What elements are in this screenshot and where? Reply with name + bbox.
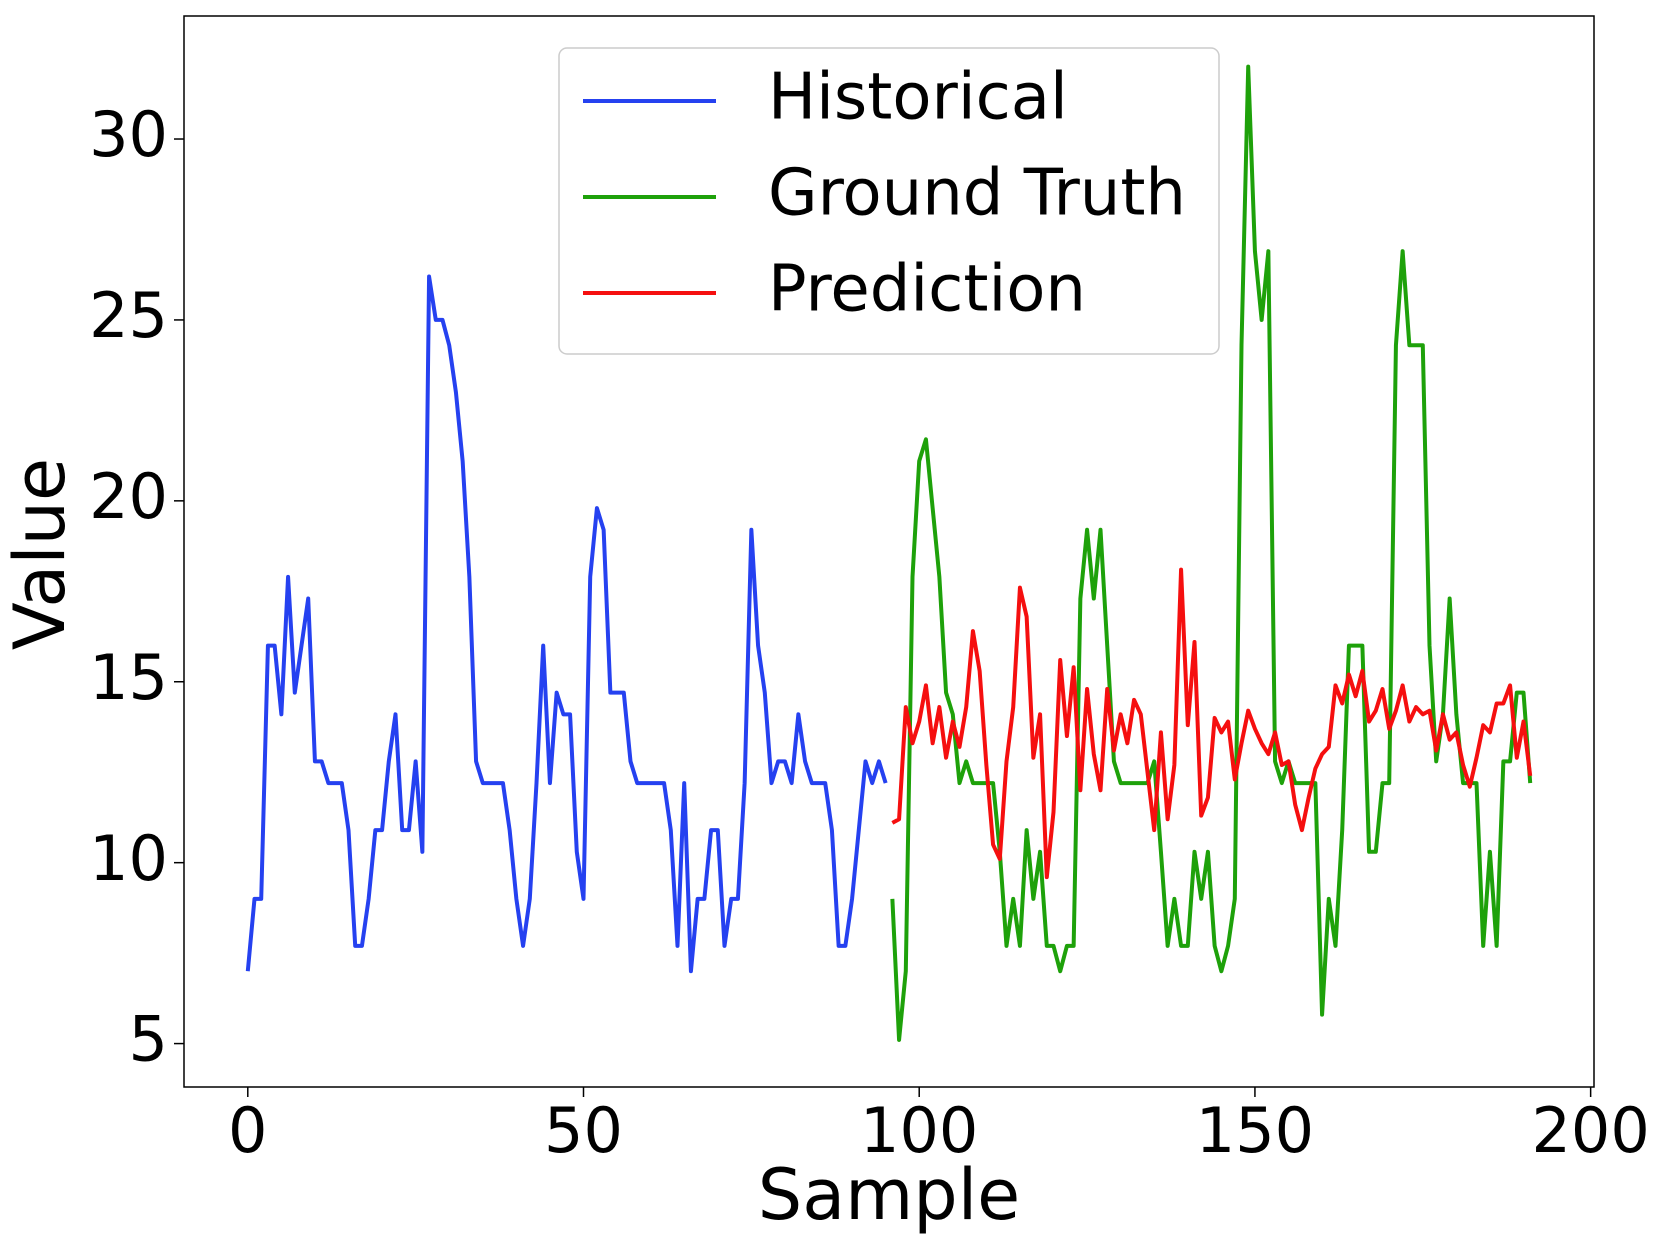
series-line bbox=[245, 274, 888, 974]
legend-label: Ground Truth bbox=[768, 157, 1186, 231]
y-axis-label: Value bbox=[0, 458, 81, 650]
y-tick-label: 15 bbox=[89, 641, 168, 714]
series-line bbox=[890, 64, 1533, 1042]
y-tick-label: 25 bbox=[89, 279, 168, 352]
x-tick-label: 50 bbox=[544, 1094, 623, 1167]
x-tick-label: 100 bbox=[860, 1094, 978, 1167]
y-tick-label: 5 bbox=[129, 1003, 168, 1076]
y-tick-label: 10 bbox=[89, 822, 168, 895]
legend-label: Historical bbox=[768, 61, 1068, 135]
series-line bbox=[891, 567, 1533, 880]
legend: Historical Ground Truth Prediction bbox=[558, 47, 1220, 355]
plot-frame bbox=[183, 15, 1595, 1088]
x-tick-label: 0 bbox=[228, 1094, 267, 1167]
x-tick-label: 200 bbox=[1531, 1094, 1649, 1167]
legend-label: Prediction bbox=[768, 253, 1086, 327]
y-tick-label: 30 bbox=[89, 98, 168, 171]
x-tick-label: 150 bbox=[1196, 1094, 1314, 1167]
y-tick-label: 20 bbox=[89, 460, 168, 533]
x-axis-label: Sample bbox=[758, 1154, 1020, 1236]
legend-box bbox=[558, 47, 1220, 355]
